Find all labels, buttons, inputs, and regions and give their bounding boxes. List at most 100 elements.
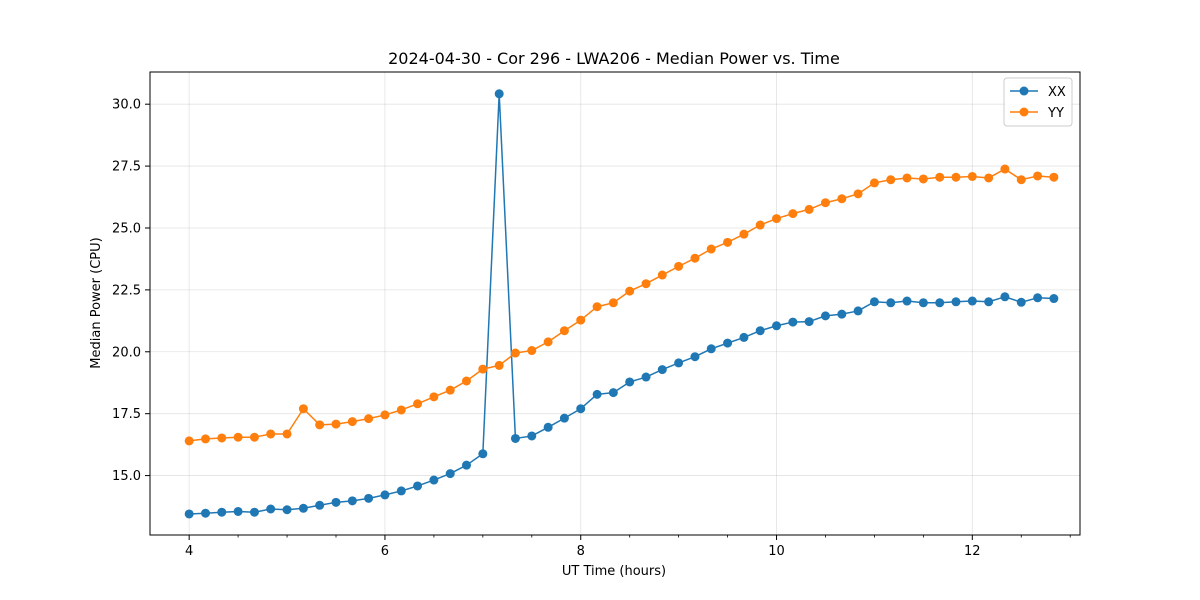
data-point-xx bbox=[820, 311, 830, 321]
data-point-xx bbox=[772, 321, 782, 331]
data-point-yy bbox=[1033, 171, 1043, 181]
data-point-xx bbox=[690, 352, 700, 362]
data-point-xx bbox=[1049, 294, 1059, 304]
data-point-xx bbox=[315, 500, 325, 510]
data-point-yy bbox=[201, 434, 211, 444]
legend-yy-marker bbox=[1019, 107, 1029, 117]
data-point-xx bbox=[853, 306, 863, 316]
data-point-xx bbox=[559, 413, 569, 423]
data-point-yy bbox=[559, 326, 569, 336]
data-point-yy bbox=[1000, 164, 1010, 174]
data-point-yy bbox=[331, 419, 341, 429]
y-tick-label: 20.0 bbox=[112, 345, 141, 360]
data-point-yy bbox=[625, 286, 635, 296]
data-point-yy bbox=[1016, 175, 1026, 185]
legend: XX YY bbox=[1003, 77, 1073, 127]
data-point-yy bbox=[984, 173, 994, 183]
data-point-xx bbox=[641, 372, 651, 382]
data-point-xx bbox=[902, 296, 912, 306]
y-tick-label: 17.5 bbox=[112, 407, 141, 422]
data-point-yy bbox=[298, 404, 308, 414]
data-point-yy bbox=[233, 432, 243, 442]
data-point-yy bbox=[576, 315, 586, 325]
data-point-xx bbox=[217, 507, 227, 517]
data-point-yy bbox=[217, 433, 227, 443]
series-layer bbox=[184, 89, 1059, 519]
data-point-yy bbox=[869, 178, 879, 188]
data-point-xx bbox=[184, 509, 194, 519]
data-point-xx bbox=[918, 298, 928, 308]
data-point-xx bbox=[494, 89, 504, 99]
data-point-xx bbox=[788, 317, 798, 327]
x-tick-label: 6 bbox=[381, 544, 389, 559]
data-point-yy bbox=[282, 429, 292, 439]
data-point-yy bbox=[739, 229, 749, 239]
data-point-xx bbox=[625, 377, 635, 387]
data-point-xx bbox=[1000, 292, 1010, 302]
data-point-yy bbox=[951, 172, 961, 182]
data-point-yy bbox=[527, 346, 537, 356]
data-point-xx bbox=[201, 508, 211, 518]
data-point-yy bbox=[918, 174, 928, 184]
data-point-xx bbox=[657, 365, 667, 375]
x-tick-label: 12 bbox=[964, 544, 981, 559]
data-point-yy bbox=[967, 171, 977, 181]
data-point-xx bbox=[282, 505, 292, 515]
data-point-xx bbox=[380, 490, 390, 500]
data-point-yy bbox=[445, 385, 455, 395]
legend-xx-label: XX bbox=[1048, 85, 1066, 100]
x-tick-label: 4 bbox=[185, 544, 193, 559]
data-point-yy bbox=[266, 429, 276, 439]
data-point-xx bbox=[396, 486, 406, 496]
data-point-xx bbox=[837, 309, 847, 319]
data-point-yy bbox=[380, 410, 390, 420]
data-point-yy bbox=[396, 405, 406, 415]
data-point-yy bbox=[804, 204, 814, 214]
data-point-yy bbox=[249, 432, 259, 442]
data-point-xx bbox=[723, 338, 733, 348]
data-point-xx bbox=[445, 469, 455, 479]
data-point-xx bbox=[739, 332, 749, 342]
x-tick-label: 8 bbox=[577, 544, 585, 559]
data-point-xx bbox=[510, 433, 520, 443]
data-point-xx bbox=[935, 298, 945, 308]
data-point-xx bbox=[706, 344, 716, 354]
data-point-xx bbox=[674, 358, 684, 368]
data-point-yy bbox=[772, 214, 782, 224]
data-point-xx bbox=[331, 497, 341, 507]
data-point-yy bbox=[608, 298, 618, 308]
data-point-yy bbox=[429, 392, 439, 402]
data-point-yy bbox=[510, 348, 520, 358]
y-tick-label: 30.0 bbox=[112, 98, 141, 113]
data-point-xx bbox=[298, 503, 308, 513]
data-point-yy bbox=[935, 172, 945, 182]
data-point-yy bbox=[543, 337, 553, 347]
y-tick-label: 22.5 bbox=[112, 283, 141, 298]
data-point-yy bbox=[364, 414, 374, 424]
series-xx bbox=[184, 89, 1059, 519]
data-point-yy bbox=[706, 244, 716, 254]
data-point-yy bbox=[853, 189, 863, 199]
plot-frame bbox=[149, 71, 1081, 536]
x-tick-label: 10 bbox=[768, 544, 785, 559]
data-point-yy bbox=[494, 360, 504, 370]
data-point-xx bbox=[886, 298, 896, 308]
data-point-yy bbox=[184, 436, 194, 446]
x-axis-label: UT Time (hours) bbox=[562, 564, 666, 579]
data-point-yy bbox=[690, 253, 700, 263]
y-tick-label: 15.0 bbox=[112, 469, 141, 484]
data-point-yy bbox=[315, 420, 325, 430]
data-point-yy bbox=[902, 173, 912, 183]
data-point-yy bbox=[755, 220, 765, 230]
data-point-xx bbox=[1016, 297, 1026, 307]
data-point-yy bbox=[461, 376, 471, 386]
legend-yy-label: YY bbox=[1047, 106, 1064, 121]
legend-xx-marker bbox=[1019, 86, 1029, 96]
data-point-xx bbox=[608, 388, 618, 398]
data-point-yy bbox=[413, 399, 423, 409]
data-point-yy bbox=[886, 175, 896, 185]
grid-layer bbox=[150, 72, 1080, 535]
y-tick-label: 27.5 bbox=[112, 160, 141, 175]
